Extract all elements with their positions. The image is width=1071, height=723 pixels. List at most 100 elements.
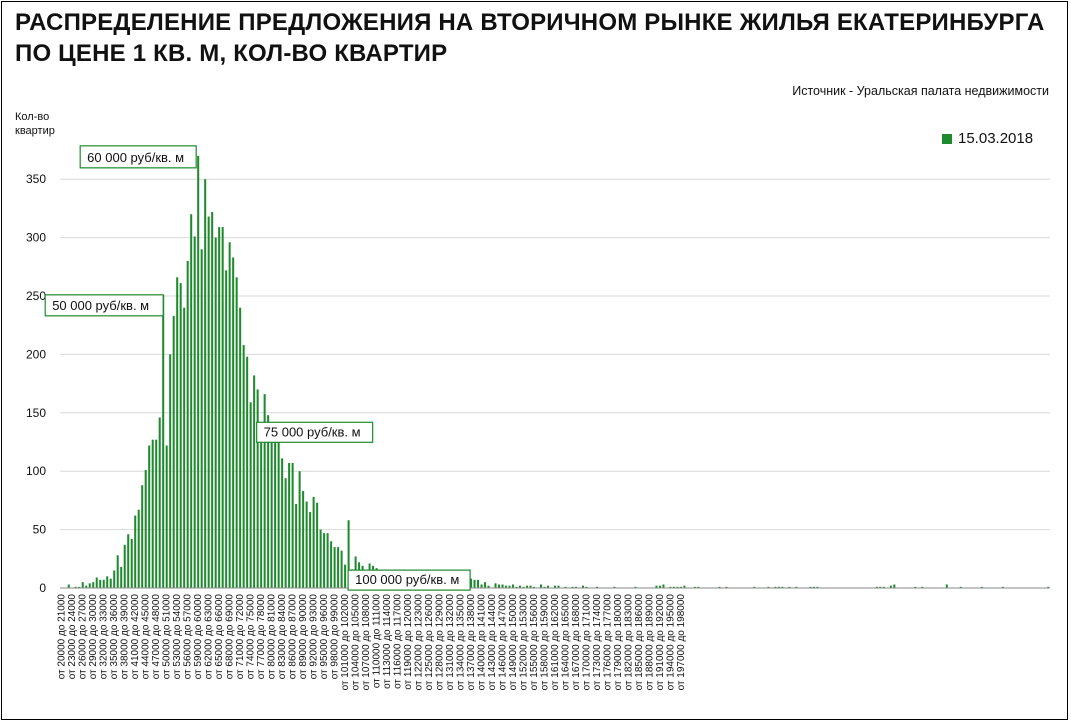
- bar: [1047, 586, 1050, 588]
- bar: [274, 439, 277, 588]
- bar: [302, 491, 305, 588]
- bar: [543, 586, 546, 588]
- bar: [309, 512, 312, 588]
- bar: [288, 463, 291, 588]
- bar: [774, 586, 777, 588]
- x-tick-label: от 62000 до 63000: [204, 594, 215, 680]
- bar: [263, 394, 266, 588]
- bar: [662, 584, 665, 588]
- bar: [207, 216, 210, 589]
- bar: [291, 463, 294, 588]
- x-tick-label: от 68000 до 69000: [225, 594, 236, 680]
- bar: [67, 584, 70, 588]
- annotation-box: [79, 145, 197, 169]
- x-tick-label: от 89000 до 90000: [298, 594, 309, 680]
- bar: [347, 520, 350, 588]
- bar: [781, 586, 784, 588]
- bar: [557, 585, 560, 588]
- annotation-box: [256, 421, 374, 443]
- bar: [571, 586, 574, 588]
- bar: [676, 586, 679, 588]
- bar: [109, 578, 112, 588]
- x-tick-label: от 83000 до 84000: [277, 594, 288, 680]
- x-tick-label: от 101000 до 102000: [340, 594, 351, 691]
- bar: [228, 242, 231, 588]
- bar: [113, 570, 116, 588]
- bar: [78, 586, 81, 588]
- bar: [613, 586, 616, 588]
- bar: [88, 583, 91, 588]
- x-tick-label: от 131000 до 132000: [445, 594, 456, 691]
- x-tick-label: от 119000 до 120000: [403, 594, 414, 690]
- x-tick-label: от 59000 до 60000: [193, 594, 204, 680]
- bar: [158, 417, 161, 588]
- bar: [889, 585, 892, 588]
- y-tick-label: 150: [26, 406, 46, 420]
- bar: [480, 584, 483, 588]
- x-tick-label: от 197000 до 198000: [676, 594, 687, 691]
- x-tick-label: от 161000 до 162000: [550, 594, 561, 691]
- bar: [284, 478, 287, 588]
- bar: [204, 179, 207, 588]
- bar: [190, 214, 193, 589]
- bar: [134, 515, 137, 588]
- bar: [249, 402, 252, 588]
- bar: [169, 354, 172, 588]
- x-tick-label: от 149000 до 150000: [508, 594, 519, 691]
- price-annotation: 100 000 руб/кв. м: [347, 569, 471, 591]
- bar: [74, 586, 77, 588]
- x-tick-label: от 20000 до 21000: [57, 594, 68, 680]
- x-tick-label: от 86000 до 87000: [288, 594, 299, 680]
- bar: [312, 496, 315, 588]
- legend-swatch: [942, 133, 952, 144]
- bar: [470, 578, 473, 588]
- bar: [127, 534, 130, 588]
- x-tick-label: от 116000 до 117000: [393, 594, 404, 689]
- bar: [501, 584, 504, 588]
- bar: [519, 585, 522, 588]
- bar: [144, 470, 147, 588]
- bar: [564, 586, 567, 588]
- bar: [281, 458, 284, 588]
- bar: [295, 503, 298, 588]
- x-tick-label: от 122000 до 123000: [414, 594, 425, 691]
- bar: [102, 579, 105, 588]
- bar: [546, 585, 550, 588]
- bar: [879, 586, 882, 588]
- x-tick-label: от 128000 до 129000: [435, 594, 446, 691]
- x-tick-label: от 74000 до 75000: [246, 594, 257, 680]
- bar: [693, 586, 696, 588]
- bar: [151, 439, 154, 588]
- bar: [179, 283, 182, 588]
- x-tick-label: от 173000 до 174000: [592, 594, 603, 691]
- bar: [260, 425, 263, 588]
- chart-subtitle: ПО ЦЕНЕ 1 КВ. М, КОЛ-ВО КВАРТИР: [15, 40, 448, 67]
- bar: [809, 586, 812, 588]
- bar: [921, 586, 924, 588]
- bar: [242, 345, 245, 588]
- x-tick-label: от 44000 до 45000: [141, 594, 152, 680]
- x-tick-label: от 152000 до 153000: [519, 594, 530, 691]
- bar: [882, 586, 885, 588]
- bar: [95, 577, 98, 588]
- annotation-label: 50 000 руб/кв. м: [52, 298, 149, 313]
- bar: [232, 257, 235, 588]
- bar: [522, 586, 525, 588]
- bar: [116, 555, 119, 588]
- bar: [574, 586, 578, 588]
- bar: [267, 415, 270, 588]
- bar: [141, 485, 144, 588]
- x-tick-label: от 23000 до 24000: [67, 594, 78, 680]
- price-annotation: 75 000 руб/кв. м: [256, 421, 374, 443]
- bar: [298, 471, 301, 588]
- bar: [337, 547, 340, 588]
- bar: [183, 307, 186, 588]
- x-tick-label: от 194000 до 195000: [665, 594, 676, 691]
- bar: [176, 277, 179, 588]
- bar: [655, 585, 658, 588]
- x-tick-label: от 92000 до 93000: [309, 594, 320, 680]
- bar: [235, 277, 238, 588]
- bar: [316, 502, 319, 588]
- x-tick-label: от 134000 до 135000: [456, 594, 467, 691]
- x-tick-label: от 56000 до 57000: [183, 594, 194, 680]
